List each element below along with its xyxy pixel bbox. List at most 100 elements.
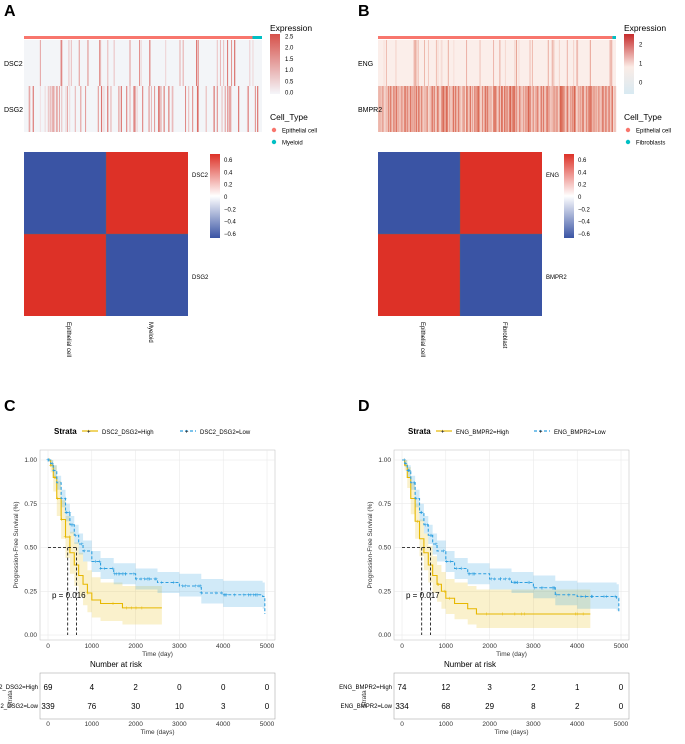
heatmap-cell [425,86,427,132]
heatmap-cell [383,40,385,86]
ci-band [402,460,591,628]
correlation-cell [106,152,188,234]
heatmap-cell [519,86,521,132]
heatmap-cell [543,86,545,132]
risk-cell: 4 [90,683,95,692]
heatmap-cell [396,86,398,132]
celltype-legend-label: Fibroblasts [636,141,665,147]
correlation-cell [106,234,188,316]
heatmap-cell [388,86,390,132]
censor-mark: + [254,593,258,599]
risk-cell: 8 [531,702,536,711]
censor-mark: + [134,606,138,612]
heatmap-cell [421,86,423,132]
heatmap-cell [391,86,393,132]
heatmap-cell [503,86,505,132]
heatmap-cell [579,86,581,132]
heatmap-cell [447,40,449,86]
censor-mark: + [111,567,115,573]
heatmap-cell [55,86,57,132]
censor-mark: + [513,581,517,587]
risk-y-axis-label: Strata [7,690,14,708]
heatmap-cell [433,86,435,132]
heatmap-cell [69,86,71,132]
heatmap-cell [420,86,422,132]
censor-mark: + [402,458,406,464]
panel-label: B [358,3,370,20]
heatmap-cell [437,86,439,132]
heatmap-cell [481,86,483,132]
censor-mark: + [416,519,420,525]
censor-mark: + [124,572,128,578]
heatmap-cell [582,86,584,132]
heatmap-cell [509,86,511,132]
heatmap-cell [596,86,598,132]
heatmap-cell [541,86,543,132]
heatmap-cell [514,86,516,132]
heatmap-cell [531,86,533,132]
correlation-tick-label: 0.2 [578,183,587,189]
heatmap-cell [470,86,472,132]
censor-mark: + [513,612,517,618]
heatmap-cell [588,86,590,132]
heatmap-cell [506,86,508,132]
heatmap-cell [158,86,160,132]
heatmap-cell [508,86,510,132]
y-tick-label: 0.25 [24,588,37,595]
heatmap-row-label: DSG2 [4,107,23,114]
heatmap-cell [438,86,440,132]
heatmap-cell [414,40,416,86]
heatmap-cell [549,86,551,132]
risk-cell: 0 [177,683,182,692]
heatmap-cell [546,86,548,132]
censor-mark: + [404,462,408,468]
censor-mark: + [64,511,68,517]
risk-cell: 2 [575,702,580,711]
heatmap-cell [385,40,387,86]
heatmap-cell [543,86,545,132]
heatmap-cell [416,86,418,132]
correlation-color-bar [564,154,574,238]
heatmap-cell [453,86,455,132]
heatmap-cell [529,86,531,132]
censor-mark: + [71,523,75,529]
heatmap-cell [412,86,414,132]
heatmap-cell [576,86,578,132]
celltype-annotation-bar [378,36,616,39]
heatmap-cell [384,86,386,132]
risk-cell: 68 [441,702,450,711]
censor-mark: + [70,523,74,529]
censor-mark: + [425,523,429,529]
heatmap-cell [500,86,502,132]
risk-table: DSC2_DSG2=High6942000DSC2_DSG2=Low339763… [0,672,276,728]
risk-x-tick-label: 5000 [260,721,275,728]
heatmap-cell [526,86,528,132]
heatmap-cell [504,40,506,86]
correlation-tick-label: 0.4 [578,170,587,176]
censor-mark: + [99,567,103,573]
x-axis-label: Time (day) [496,651,527,658]
heatmap-cell [424,40,426,86]
censor-mark: + [402,458,406,464]
correlation-row-label: ENG [546,173,559,179]
heatmap-cell [464,86,466,132]
heatmap-cell [490,86,492,132]
heatmap-cell [489,86,491,132]
heatmap-cell [443,86,445,132]
heatmap-cell [227,86,229,132]
risk-cell: 76 [87,702,96,711]
risk-x-tick-label: 4000 [216,721,231,728]
censor-mark: + [68,535,72,541]
heatmap-cell [249,40,251,86]
p-value-label: p = 0.017 [406,591,440,600]
correlation-tick-label: 0.2 [224,183,233,189]
risk-cell: 0 [265,683,270,692]
heatmap-cell [608,86,610,132]
heatmap-cell [590,86,592,132]
heatmap-cell [493,86,495,132]
celltype-annotation-bar [24,36,262,39]
censor-mark: + [513,581,517,587]
heatmap-cell [431,86,433,132]
censor-mark: + [146,577,150,583]
risk-cell: 12 [441,683,450,692]
